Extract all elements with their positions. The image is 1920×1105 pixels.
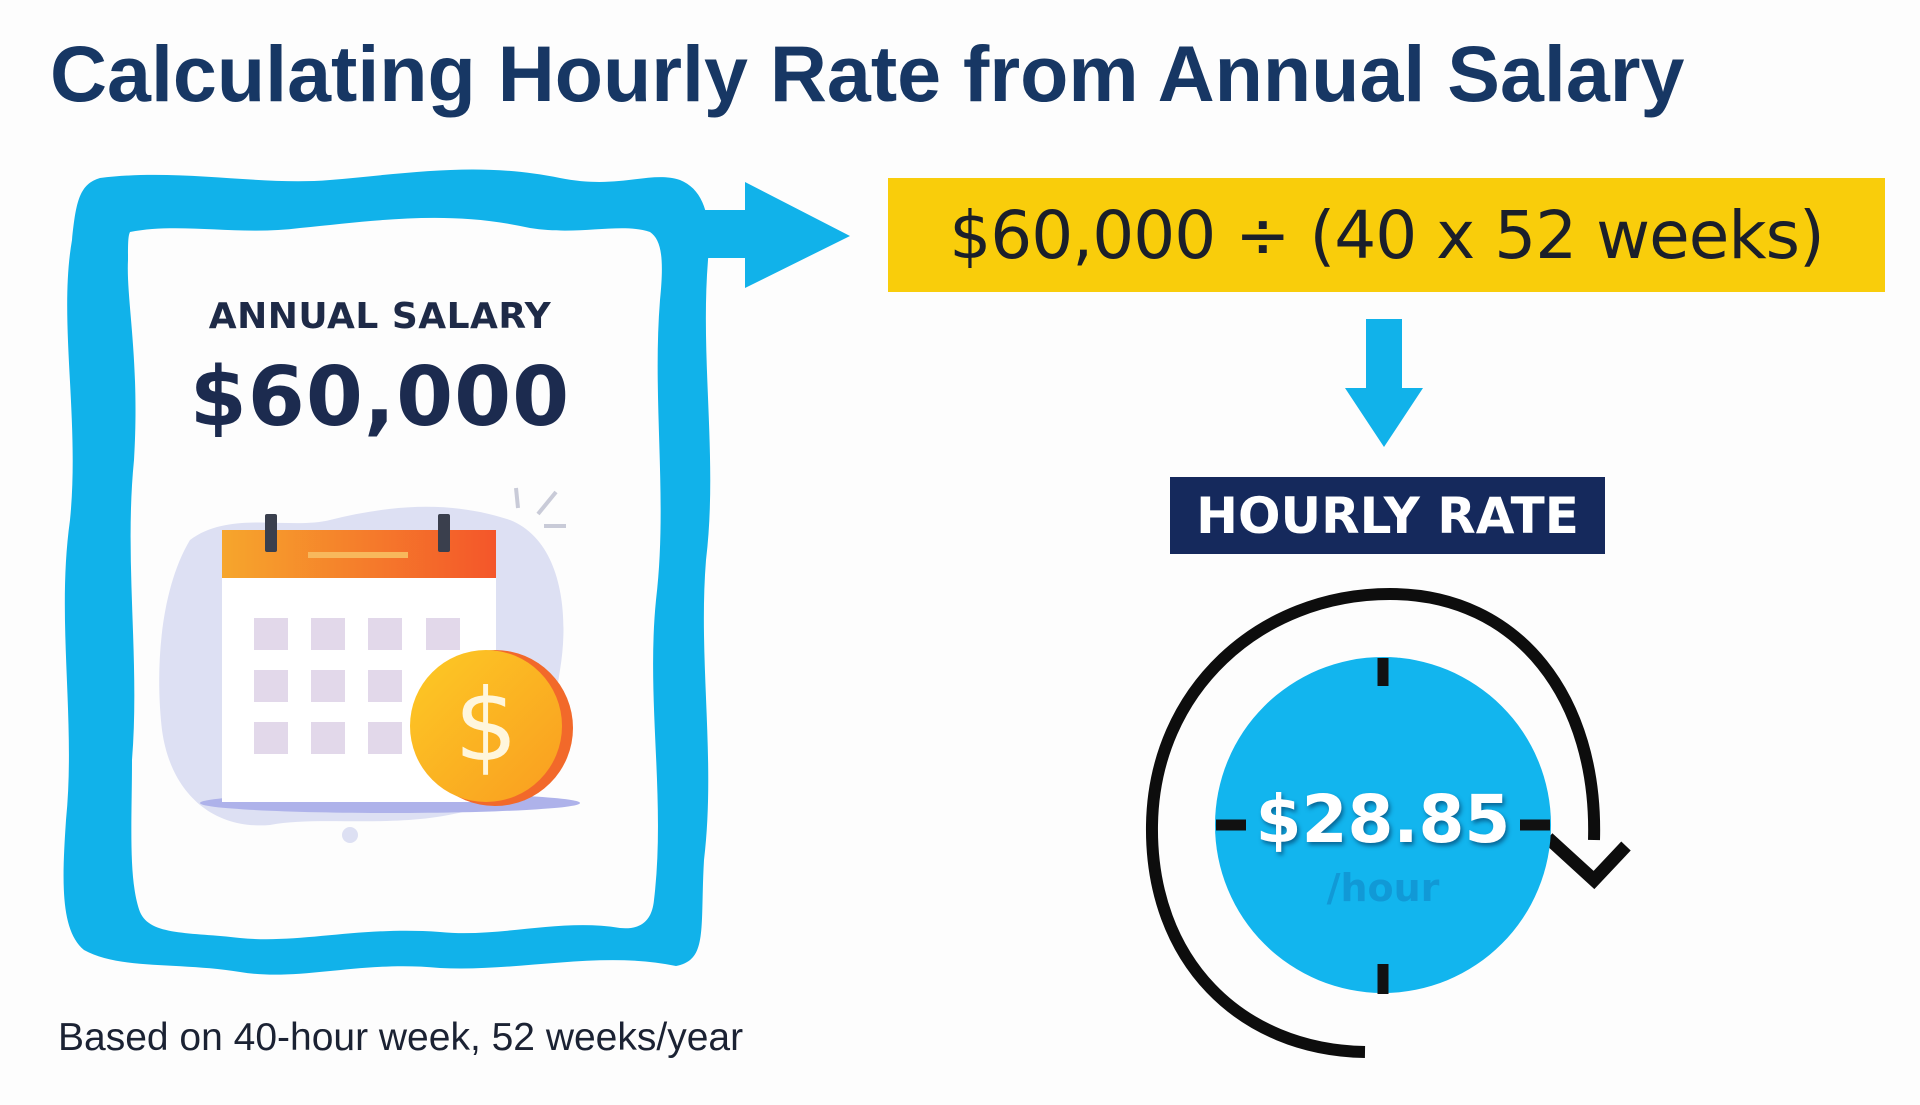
page-title: Calculating Hourly Rate from Annual Sala… — [50, 29, 1685, 118]
circular-arrow-icon — [1145, 587, 1601, 1058]
hourly-rate-unit: /hour — [1326, 866, 1440, 910]
right-arrow-icon — [690, 182, 850, 288]
footnote: Based on 40-hour week, 52 weeks/year — [58, 1016, 744, 1059]
annual-salary-label: ANNUAL SALARY — [208, 296, 552, 337]
clock-icon — [1145, 587, 1631, 1058]
svg-text:$: $ — [454, 667, 518, 784]
annual-salary-value: $60,000 — [189, 350, 571, 445]
down-arrow-icon — [1345, 319, 1423, 447]
hourly-rate-label-box: HOURLY RATE — [1170, 477, 1605, 554]
formula-text: $60,000 ÷ (40 x 52 weeks) — [949, 196, 1824, 274]
wavy-frame-border — [63, 169, 711, 975]
hourly-rate-value: $28.85 — [1255, 781, 1511, 858]
formula-box: $60,000 ÷ (40 x 52 weeks) — [888, 178, 1885, 292]
hourly-rate-label: HOURLY RATE — [1196, 486, 1579, 545]
calendar-with-dollar-coin-icon: $ — [159, 487, 580, 843]
